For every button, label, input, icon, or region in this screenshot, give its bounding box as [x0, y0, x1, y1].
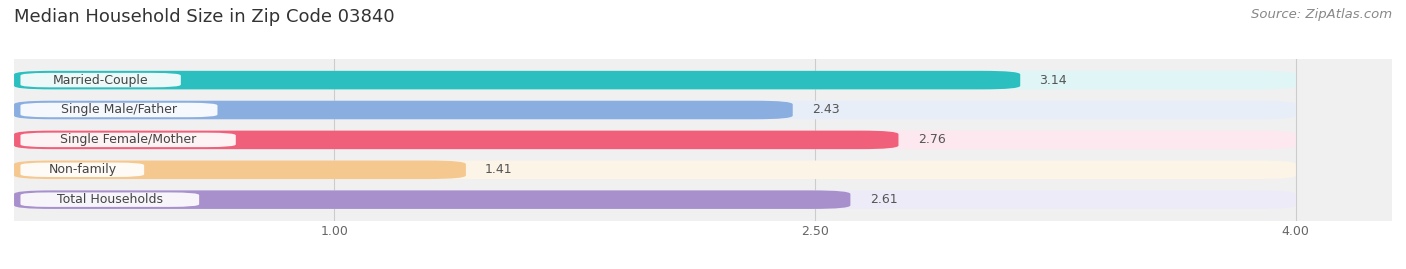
- FancyBboxPatch shape: [14, 101, 1296, 119]
- Text: 2.43: 2.43: [811, 104, 839, 116]
- FancyBboxPatch shape: [14, 131, 1296, 149]
- Text: 1.41: 1.41: [485, 163, 513, 176]
- Text: Source: ZipAtlas.com: Source: ZipAtlas.com: [1251, 8, 1392, 21]
- FancyBboxPatch shape: [14, 190, 851, 209]
- Text: Median Household Size in Zip Code 03840: Median Household Size in Zip Code 03840: [14, 8, 395, 26]
- FancyBboxPatch shape: [21, 73, 181, 87]
- FancyBboxPatch shape: [14, 101, 793, 119]
- Text: Total Households: Total Households: [56, 193, 163, 206]
- FancyBboxPatch shape: [14, 71, 1296, 89]
- Text: Single Female/Mother: Single Female/Mother: [60, 133, 197, 146]
- Text: 2.76: 2.76: [918, 133, 945, 146]
- FancyBboxPatch shape: [14, 71, 1021, 89]
- FancyBboxPatch shape: [21, 192, 200, 207]
- Text: 2.61: 2.61: [870, 193, 897, 206]
- Text: 3.14: 3.14: [1039, 74, 1067, 87]
- Text: Single Male/Father: Single Male/Father: [60, 104, 177, 116]
- FancyBboxPatch shape: [14, 190, 1296, 209]
- FancyBboxPatch shape: [21, 133, 236, 147]
- FancyBboxPatch shape: [14, 131, 898, 149]
- FancyBboxPatch shape: [14, 161, 1296, 179]
- Text: Non-family: Non-family: [48, 163, 117, 176]
- FancyBboxPatch shape: [14, 161, 465, 179]
- FancyBboxPatch shape: [21, 103, 218, 117]
- FancyBboxPatch shape: [21, 162, 145, 177]
- Text: Married-Couple: Married-Couple: [53, 74, 149, 87]
